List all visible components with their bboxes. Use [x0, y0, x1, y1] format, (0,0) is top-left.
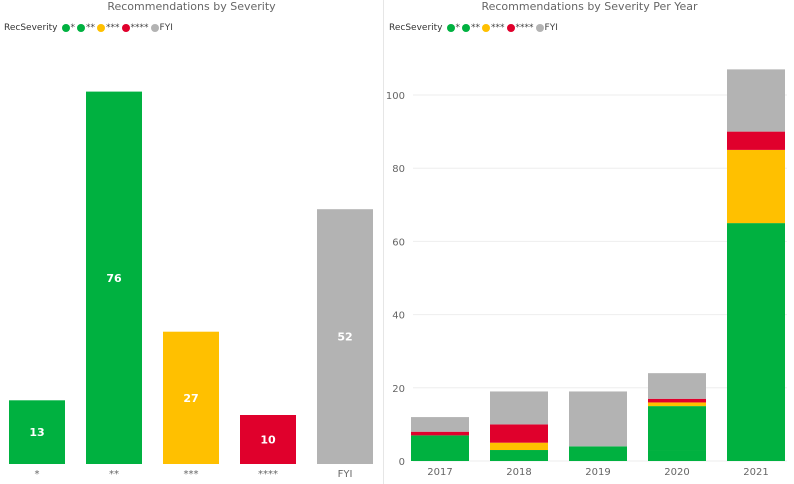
legend-dot-icon	[446, 24, 455, 32]
chart-title: Recommendations by Severity	[107, 0, 276, 13]
bar-segment[interactable]	[648, 406, 706, 451]
severity-per-year-stacked-chart: 0 20 40 60 80 100 2017 2018 2019 2020 2021	[386, 69, 787, 478]
legend-label: ****	[515, 23, 534, 33]
chart-title: Recommendations by Severity Per Year	[481, 0, 698, 13]
y-tick-label: 80	[392, 164, 405, 175]
y-tick-label: 0	[399, 457, 405, 468]
legend-item[interactable]: ***	[482, 23, 505, 33]
legend-title: RecSeverity	[389, 23, 443, 33]
bar[interactable]	[163, 331, 219, 464]
bar[interactable]	[317, 209, 373, 464]
legend-item[interactable]: **	[77, 23, 95, 33]
legend-label: ****	[130, 23, 149, 33]
bar-segment[interactable]	[490, 450, 548, 461]
bar-segment[interactable]	[411, 431, 469, 436]
bar-segment[interactable]	[727, 131, 785, 150]
severity-chart-panel: Recommendations by Severity RecSeverity …	[0, 0, 383, 484]
legend-label: ***	[106, 23, 120, 33]
legend-label: ***	[491, 23, 505, 33]
bar-segment[interactable]	[648, 373, 706, 399]
bar-segment[interactable]	[648, 402, 706, 407]
x-tick-label: 2021	[743, 467, 768, 478]
data-label: 76	[106, 272, 122, 285]
legend-dot-icon	[77, 24, 86, 32]
legend-label: FYI	[544, 23, 558, 33]
x-tick-label: FYI	[338, 469, 353, 480]
legend-title: RecSeverity	[4, 23, 58, 33]
x-tick-label: ****	[258, 469, 278, 480]
bar-segment[interactable]	[490, 442, 548, 451]
bar[interactable]	[86, 91, 142, 464]
bar-segment[interactable]	[490, 391, 548, 425]
panel-divider	[383, 0, 384, 484]
bar-segment[interactable]	[569, 391, 627, 447]
data-label: 13	[29, 426, 44, 439]
bar[interactable]	[240, 415, 296, 464]
bar-segment[interactable]	[648, 450, 706, 461]
legend-dot-icon	[150, 24, 159, 32]
legend: RecSeverity * ** *** **** FYI	[389, 23, 560, 33]
y-tick-label: 20	[392, 384, 405, 395]
legend-dot-icon	[462, 24, 471, 32]
severity-bar-chart: 13 * 76 ** 27 *** 10 **** 52 FYI	[9, 91, 373, 480]
legend-label: *	[70, 23, 76, 33]
bar-segment[interactable]	[411, 417, 469, 432]
legend-label: *	[455, 23, 461, 33]
bar[interactable]	[9, 400, 65, 464]
legend-dot-icon	[535, 24, 544, 32]
bar-segment[interactable]	[411, 435, 469, 461]
bar-segment[interactable]	[648, 398, 706, 403]
data-label: 52	[337, 331, 352, 344]
x-tick-label: 2018	[506, 467, 531, 478]
legend-item[interactable]: **	[462, 23, 480, 33]
x-tick-label: 2020	[664, 467, 689, 478]
legend-item[interactable]: *	[446, 23, 461, 33]
x-tick-label: ***	[184, 469, 199, 480]
y-tick-label: 100	[386, 91, 405, 102]
data-label: 10	[260, 434, 276, 447]
legend-item[interactable]: ****	[121, 23, 149, 33]
legend-label: **	[86, 23, 96, 33]
legend-item[interactable]: FYI	[535, 23, 558, 33]
x-tick-label: **	[109, 469, 119, 480]
x-tick-label: 2017	[427, 467, 452, 478]
data-label: 27	[183, 392, 198, 405]
legend-dot-icon	[506, 24, 515, 32]
y-tick-label: 60	[392, 237, 405, 248]
bar-segment[interactable]	[727, 223, 785, 461]
x-tick-label: *	[35, 469, 40, 480]
legend-dot-icon	[97, 24, 106, 32]
legend-item[interactable]: ****	[506, 23, 534, 33]
bar-segment[interactable]	[569, 446, 627, 461]
bar-segment[interactable]	[727, 69, 785, 132]
legend-label: FYI	[159, 23, 173, 33]
legend-dot-icon	[61, 24, 70, 32]
legend-item[interactable]: FYI	[150, 23, 173, 33]
legend: RecSeverity * ** *** **** FYI	[4, 23, 175, 33]
severity-per-year-chart-panel: Recommendations by Severity Per Year Rec…	[385, 0, 794, 484]
y-tick-label: 40	[392, 311, 405, 322]
legend-item[interactable]: ***	[97, 23, 120, 33]
legend-item[interactable]: *	[61, 23, 76, 33]
legend-dot-icon	[121, 24, 130, 32]
legend-dot-icon	[482, 24, 491, 32]
bar-segment[interactable]	[727, 149, 785, 224]
legend-label: **	[471, 23, 481, 33]
x-tick-label: 2019	[585, 467, 610, 478]
bar-segment[interactable]	[490, 424, 548, 443]
